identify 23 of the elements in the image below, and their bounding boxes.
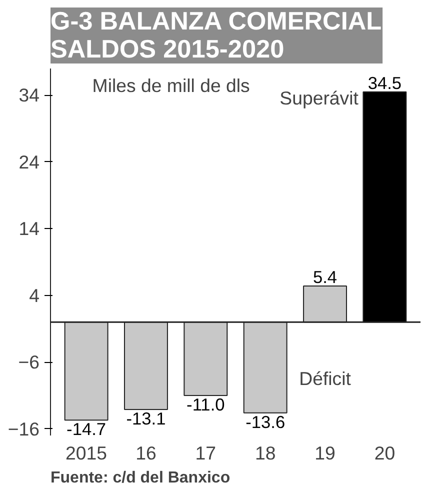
y-tick-label: 4 — [29, 284, 40, 306]
annotation: Superávit — [280, 88, 360, 109]
y-tick-label: 34 — [18, 84, 40, 106]
data-label: -13.6 — [246, 412, 286, 432]
data-label: 5.4 — [312, 267, 338, 288]
x-tick-label: 2015 — [66, 442, 108, 464]
x-tick-label: 16 — [136, 442, 156, 464]
x-tick-label: 17 — [195, 442, 216, 464]
chart-subtitle: Miles de mill de dls — [92, 75, 250, 96]
data-label: 34.5 — [368, 72, 402, 93]
y-tick-label: 14 — [18, 218, 40, 240]
annotation: Déficit — [299, 368, 352, 389]
source-note: Fuente: c/d del Banxico — [50, 470, 230, 486]
data-label: -11.0 — [186, 394, 225, 414]
x-tick-label: 19 — [314, 442, 336, 464]
y-tick-label: −6 — [18, 352, 40, 373]
x-tick-label: 20 — [374, 442, 396, 464]
data-label: -13.1 — [126, 408, 166, 428]
y-tick-label: −16 — [8, 418, 40, 440]
y-tick-label: 24 — [18, 151, 40, 172]
x-tick-label: 18 — [254, 442, 276, 464]
data-label: -14.7 — [66, 419, 106, 440]
chart-title: G-3 BALANZA COMERCIAL SALDOS 2015-2020 — [50, 8, 382, 64]
